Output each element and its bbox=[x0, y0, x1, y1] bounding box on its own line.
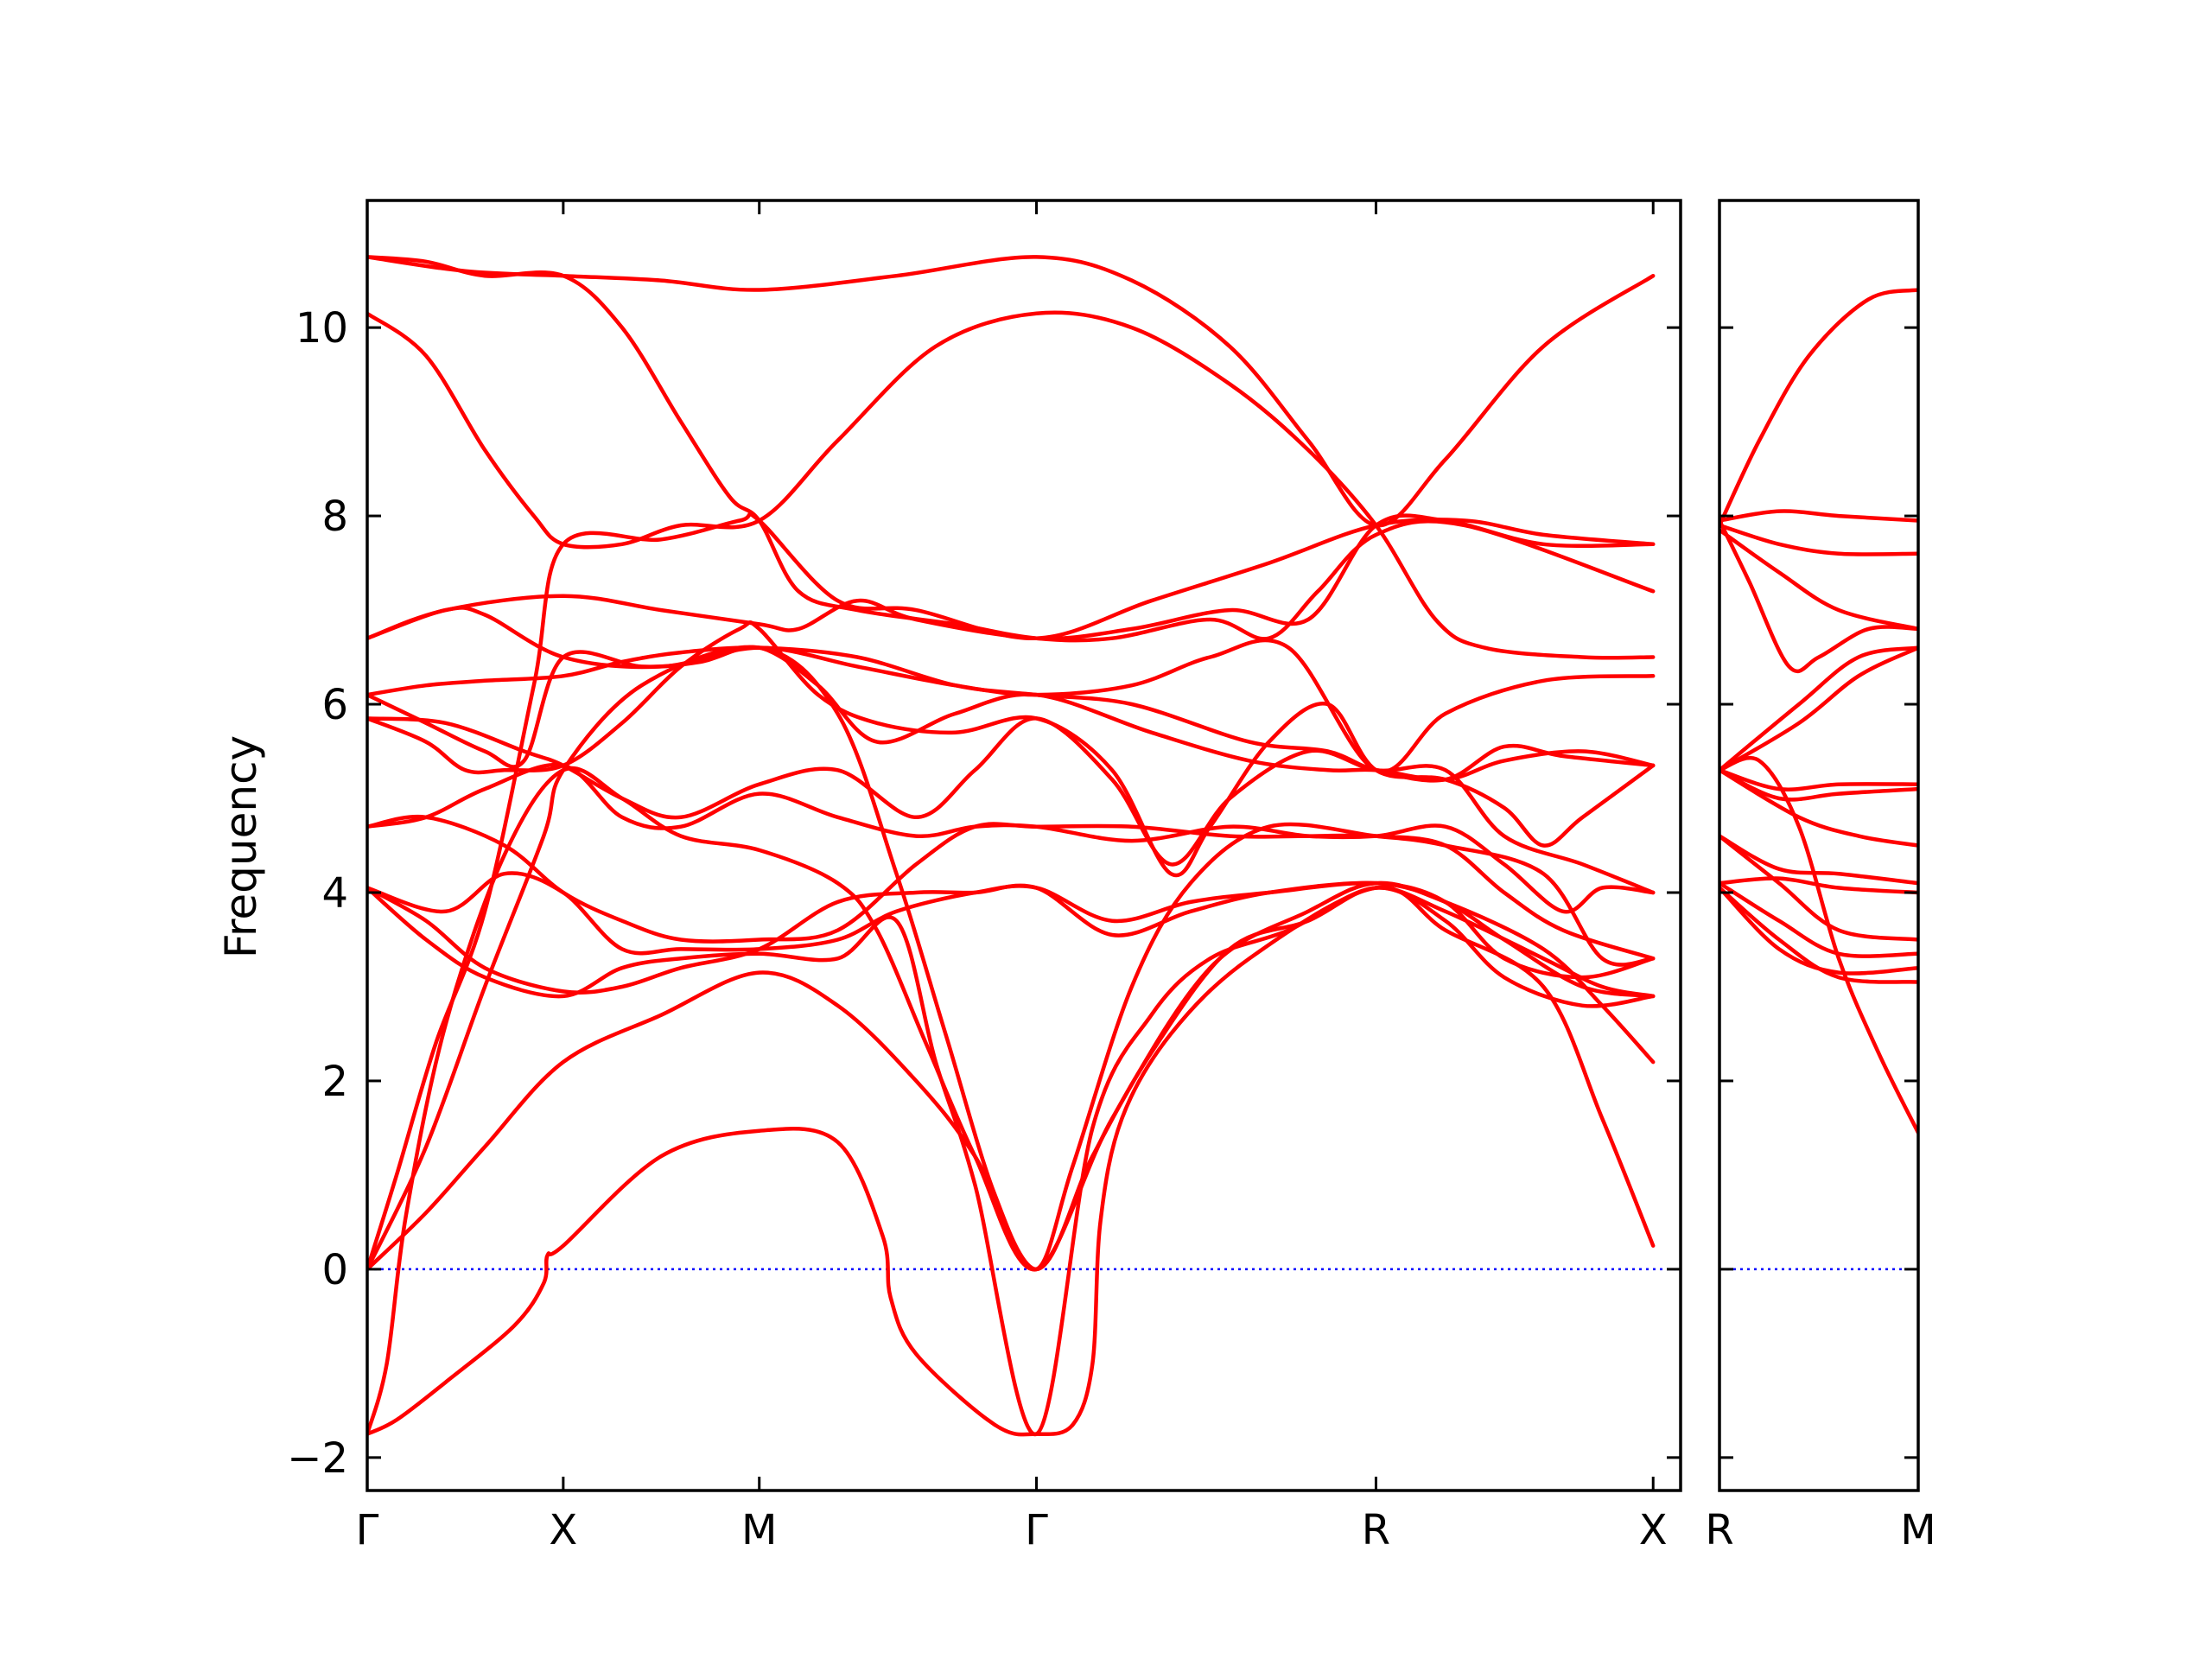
x-tick-label: M bbox=[1900, 1506, 1936, 1554]
x-tick-label: Γ bbox=[356, 1506, 379, 1554]
x-tick-label: X bbox=[1639, 1506, 1668, 1554]
band-line-12 bbox=[367, 645, 1656, 782]
y-tick-label: 8 bbox=[321, 493, 348, 541]
band-line-14 bbox=[1719, 876, 1918, 895]
band-line-13 bbox=[1719, 834, 1918, 942]
x-tick-label: R bbox=[1362, 1506, 1390, 1554]
band-line-6 bbox=[1719, 645, 1918, 772]
band-line-7 bbox=[367, 310, 1656, 660]
panel-main-path: −2 0 2 4 6 8 10 Γ X M Γ R X bbox=[287, 199, 1682, 1554]
band-line-1 bbox=[1719, 288, 1918, 528]
band-line-8 bbox=[367, 255, 1656, 643]
band-series-group bbox=[367, 255, 1656, 1437]
band-line-10 bbox=[1719, 768, 1918, 848]
y-tick-label: 4 bbox=[321, 869, 348, 918]
y-tick-label: 2 bbox=[321, 1058, 348, 1106]
band-line-10 bbox=[367, 606, 1656, 774]
band-line-3 bbox=[367, 886, 1656, 1272]
band-line-1 bbox=[367, 885, 1656, 1437]
y-axis-title: Frequency bbox=[216, 735, 266, 958]
band-line-15 bbox=[1719, 880, 1918, 958]
y-tick-label: 0 bbox=[321, 1246, 348, 1294]
band-line-8 bbox=[1719, 768, 1918, 791]
band-line-7 bbox=[1719, 645, 1918, 772]
y-tick-label: 6 bbox=[321, 681, 348, 729]
x-tick-label: X bbox=[549, 1506, 577, 1554]
band-line-9 bbox=[367, 513, 1656, 641]
band-line-4 bbox=[1719, 528, 1918, 632]
band-line-2 bbox=[1719, 509, 1918, 523]
band-line-11 bbox=[1719, 756, 1918, 1135]
band-line-3 bbox=[1719, 523, 1918, 556]
band-series-group bbox=[1719, 288, 1918, 1135]
band-line-17 bbox=[1719, 886, 1918, 976]
band-line-6 bbox=[367, 255, 1656, 528]
band-line-19 bbox=[367, 886, 1656, 1436]
plot-frame bbox=[1718, 199, 1920, 1492]
band-line-14 bbox=[367, 716, 1656, 895]
y-tick-label: 10 bbox=[296, 304, 348, 353]
x-tick-label: R bbox=[1705, 1506, 1733, 1554]
band-line-11 bbox=[367, 645, 1656, 783]
x-tick-label: Γ bbox=[1025, 1506, 1048, 1554]
band-line-12 bbox=[1719, 834, 1918, 886]
x-tick-label: M bbox=[741, 1506, 777, 1554]
band-line-4 bbox=[367, 645, 1656, 1272]
band-line-16 bbox=[1719, 886, 1918, 984]
band-line-2 bbox=[367, 766, 1656, 1436]
y-tick-label: −2 bbox=[287, 1434, 348, 1483]
band-line-5 bbox=[1719, 518, 1918, 674]
plot-frame bbox=[365, 199, 1682, 1492]
band-line-18 bbox=[367, 880, 1656, 995]
